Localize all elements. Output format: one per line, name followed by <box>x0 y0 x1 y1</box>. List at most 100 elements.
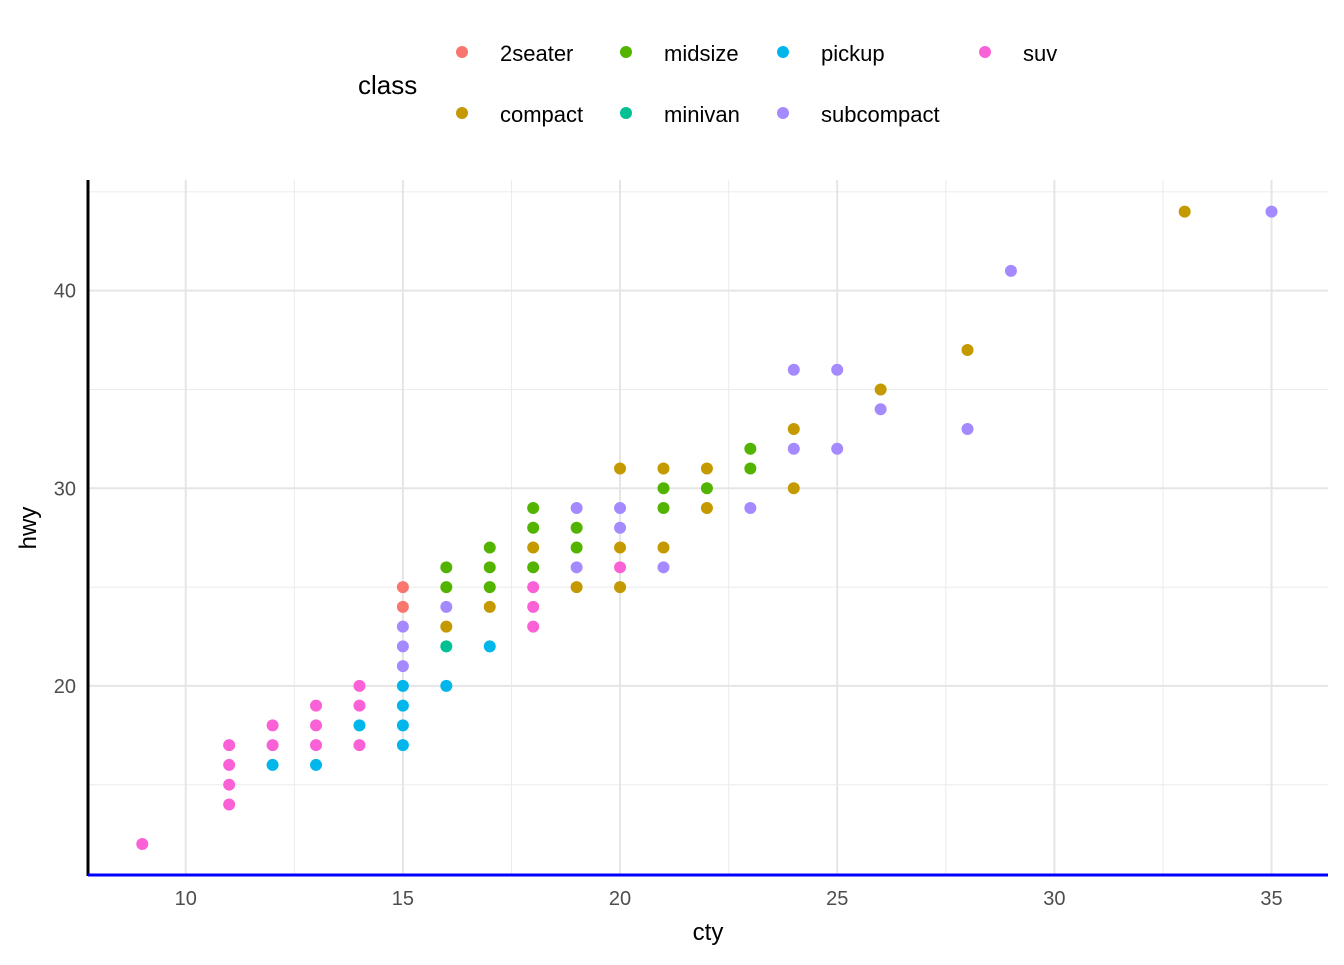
data-point-subcompact <box>657 561 670 574</box>
data-point-midsize <box>527 521 540 534</box>
x-tick-label: 25 <box>826 888 848 910</box>
data-point-minivan <box>440 640 453 653</box>
legend-key-2seater <box>456 46 468 58</box>
data-point-suv <box>223 739 236 752</box>
data-point-midsize <box>744 442 757 455</box>
x-tick-label: 15 <box>392 888 414 910</box>
data-point-pickup <box>310 758 323 771</box>
data-point-suv <box>223 778 236 791</box>
data-point-subcompact <box>831 442 844 455</box>
data-point-pickup <box>396 679 409 692</box>
data-point-subcompact <box>1004 264 1017 277</box>
data-point-suv <box>310 699 323 712</box>
data-point-midsize <box>657 502 670 515</box>
legend-label-midsize: midsize <box>664 41 739 66</box>
data-point-pickup <box>396 739 409 752</box>
data-point-suv <box>310 739 323 752</box>
data-point-pickup <box>483 640 496 653</box>
data-point-compact <box>527 541 540 554</box>
legend-key-subcompact <box>777 107 789 119</box>
data-point-suv <box>353 679 366 692</box>
data-point-subcompact <box>787 363 800 376</box>
data-point-subcompact <box>961 422 974 435</box>
legend-label-subcompact: subcompact <box>821 102 940 127</box>
legend-key-compact <box>456 107 468 119</box>
data-point-pickup <box>266 758 279 771</box>
data-point-2seater <box>396 600 409 613</box>
data-point-subcompact <box>570 502 583 515</box>
data-point-subcompact <box>440 600 453 613</box>
legend-label-suv: suv <box>1023 41 1057 66</box>
data-point-subcompact <box>396 640 409 653</box>
data-point-compact <box>570 581 583 594</box>
data-point-midsize <box>483 541 496 554</box>
data-point-compact <box>787 422 800 435</box>
data-point-midsize <box>744 462 757 475</box>
legend-label-pickup: pickup <box>821 41 885 66</box>
legend-key-midsize <box>620 46 632 58</box>
data-point-subcompact <box>614 502 627 515</box>
y-tick-label: 40 <box>54 281 76 303</box>
data-point-suv <box>266 739 279 752</box>
legend-key-minivan <box>620 107 632 119</box>
data-point-midsize <box>570 521 583 534</box>
data-point-compact <box>874 383 887 396</box>
legend-title: class <box>358 70 417 100</box>
data-point-subcompact <box>787 442 800 455</box>
y-tick-label: 20 <box>54 676 76 698</box>
data-point-suv <box>223 758 236 771</box>
x-tick-label: 30 <box>1043 888 1065 910</box>
data-point-compact <box>961 343 974 356</box>
data-point-pickup <box>440 679 453 692</box>
data-point-midsize <box>700 482 713 495</box>
x-tick-label: 10 <box>175 888 197 910</box>
data-point-suv <box>266 719 279 732</box>
data-point-compact <box>614 581 627 594</box>
y-axis-label: hwy <box>15 507 42 550</box>
data-point-midsize <box>440 561 453 574</box>
data-point-midsize <box>483 581 496 594</box>
data-point-compact <box>657 462 670 475</box>
data-point-compact <box>614 541 627 554</box>
data-point-suv <box>614 561 627 574</box>
data-point-subcompact <box>831 363 844 376</box>
data-point-compact <box>614 462 627 475</box>
y-tick-label: 30 <box>54 478 76 500</box>
data-point-subcompact <box>396 620 409 633</box>
data-point-compact <box>657 541 670 554</box>
x-tick-label: 35 <box>1260 888 1282 910</box>
data-point-2seater <box>396 581 409 594</box>
data-point-pickup <box>396 719 409 732</box>
data-point-suv <box>136 837 149 850</box>
data-point-pickup <box>396 699 409 712</box>
data-point-subcompact <box>614 521 627 534</box>
x-tick-label: 20 <box>609 888 631 910</box>
data-point-suv <box>353 699 366 712</box>
data-point-subcompact <box>396 660 409 673</box>
data-point-subcompact <box>874 403 887 416</box>
legend-label-compact: compact <box>500 102 583 127</box>
data-point-suv <box>223 798 236 811</box>
legend-key-pickup <box>777 46 789 58</box>
data-point-midsize <box>527 561 540 574</box>
data-point-suv <box>527 600 540 613</box>
data-point-compact <box>440 620 453 633</box>
data-point-suv <box>527 620 540 633</box>
data-point-compact <box>1178 205 1191 218</box>
data-point-suv <box>527 581 540 594</box>
data-point-subcompact <box>1265 205 1278 218</box>
data-point-suv <box>310 719 323 732</box>
data-point-suv <box>353 739 366 752</box>
legend-label-2seater: 2seater <box>500 41 573 66</box>
data-point-midsize <box>440 581 453 594</box>
data-point-pickup <box>353 719 366 732</box>
legend-key-suv <box>979 46 991 58</box>
data-point-compact <box>700 462 713 475</box>
data-point-compact <box>700 502 713 515</box>
data-point-compact <box>787 482 800 495</box>
data-point-compact <box>483 600 496 613</box>
data-point-subcompact <box>570 561 583 574</box>
data-point-midsize <box>570 541 583 554</box>
